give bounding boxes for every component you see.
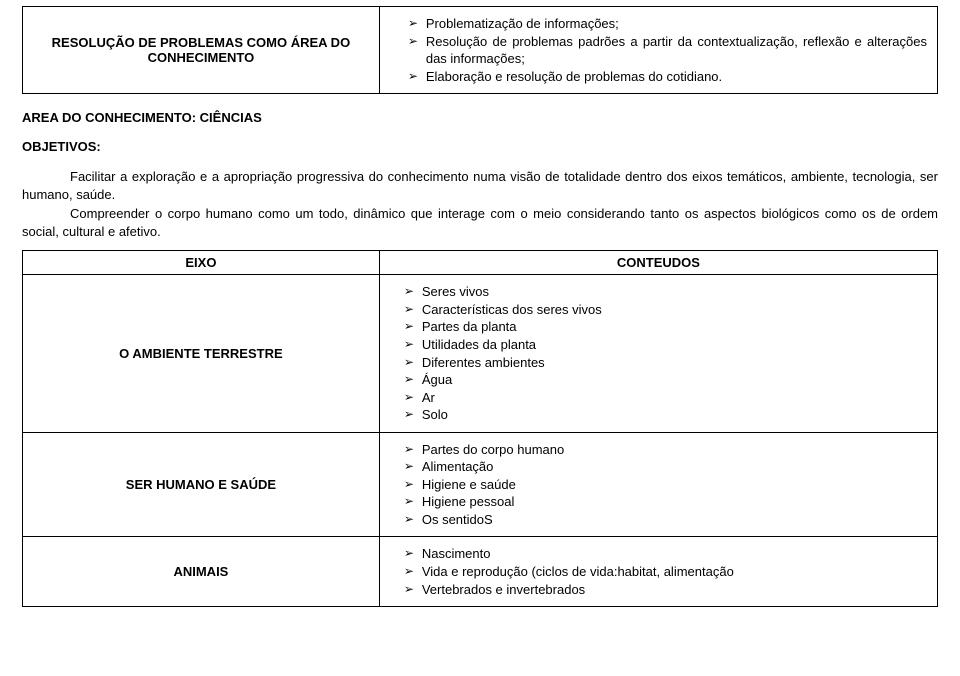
- table2-header-left: EIXO: [23, 251, 380, 275]
- table1-right-cell: Problematização de informações; Resoluçã…: [379, 7, 937, 94]
- table1-list: Problematização de informações; Resoluçã…: [390, 15, 927, 85]
- table-resolucao: RESOLUÇÃO DE PROBLEMAS COMO ÁREA DO CONH…: [22, 6, 938, 94]
- list-item: Partes da planta: [404, 318, 927, 336]
- table2-row0-left: O AMBIENTE TERRESTRE: [23, 275, 380, 432]
- table2-row0-list: Seres vivos Características dos seres vi…: [390, 283, 927, 423]
- list-item: Seres vivos: [404, 283, 927, 301]
- table1-left-cell: RESOLUÇÃO DE PROBLEMAS COMO ÁREA DO CONH…: [23, 7, 380, 94]
- table2-header-right: CONTEUDOS: [379, 251, 937, 275]
- list-item: Elaboração e resolução de problemas do c…: [408, 68, 927, 86]
- objectives-label: OBJETIVOS:: [22, 139, 938, 154]
- section-heading: AREA DO CONHECIMENTO: CIÊNCIAS: [22, 110, 938, 125]
- list-item: Higiene pessoal: [404, 493, 927, 511]
- table2-row1-list: Partes do corpo humano Alimentação Higie…: [390, 441, 927, 529]
- table2-row2-list: Nascimento Vida e reprodução (ciclos de …: [390, 545, 927, 598]
- list-item: Solo: [404, 406, 927, 424]
- table-eixo-conteudos: EIXO CONTEUDOS O AMBIENTE TERRESTRE Sere…: [22, 250, 938, 607]
- table1-left-line1: RESOLUÇÃO DE PROBLEMAS COMO ÁREA DO: [33, 35, 369, 50]
- objective-paragraph-1: Facilitar a exploração e a apropriação p…: [22, 168, 938, 203]
- list-item: Ar: [404, 389, 927, 407]
- mid-block: AREA DO CONHECIMENTO: CIÊNCIAS OBJETIVOS…: [22, 110, 938, 240]
- list-item: Nascimento: [404, 545, 927, 563]
- table2-row0-right: Seres vivos Características dos seres vi…: [379, 275, 937, 432]
- list-item: Utilidades da planta: [404, 336, 927, 354]
- list-item: Higiene e saúde: [404, 476, 927, 494]
- table2-row1-right: Partes do corpo humano Alimentação Higie…: [379, 432, 937, 537]
- list-item: Vertebrados e invertebrados: [404, 581, 927, 599]
- table2-row2-right: Nascimento Vida e reprodução (ciclos de …: [379, 537, 937, 607]
- table1-left-line2: CONHECIMENTO: [33, 50, 369, 65]
- list-item: Problematização de informações;: [408, 15, 927, 33]
- list-item: Vida e reprodução (ciclos de vida:habita…: [404, 563, 927, 581]
- list-item: Água: [404, 371, 927, 389]
- list-item: Partes do corpo humano: [404, 441, 927, 459]
- list-item: Os sentidoS: [404, 511, 927, 529]
- list-item: Diferentes ambientes: [404, 354, 927, 372]
- list-item: Resolução de problemas padrões a partir …: [408, 33, 927, 68]
- table2-row2-left: ANIMAIS: [23, 537, 380, 607]
- list-item: Características dos seres vivos: [404, 301, 927, 319]
- table2-row1-left: SER HUMANO E SAÚDE: [23, 432, 380, 537]
- list-item: Alimentação: [404, 458, 927, 476]
- objective-paragraph-2: Compreender o corpo humano como um todo,…: [22, 205, 938, 240]
